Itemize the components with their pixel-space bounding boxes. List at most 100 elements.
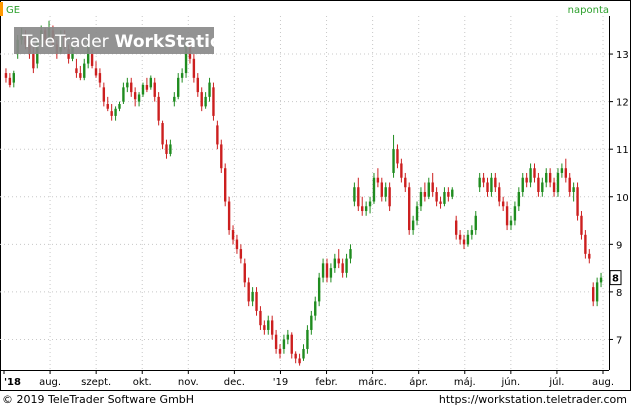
candle-body bbox=[32, 54, 35, 69]
candle-body bbox=[86, 44, 90, 64]
candle-body bbox=[177, 77, 180, 97]
candle-body bbox=[364, 206, 368, 212]
candle-body bbox=[12, 73, 15, 83]
x-tick-label: jún. bbox=[501, 376, 521, 388]
candle-body bbox=[576, 187, 579, 216]
y-axis-ticks: 7 8 9 10 11 12 13 bbox=[609, 50, 629, 346]
candle-body bbox=[380, 182, 384, 197]
candle-body bbox=[90, 54, 94, 66]
candle-body bbox=[208, 82, 211, 97]
candle-body bbox=[79, 73, 82, 78]
candle-body bbox=[165, 144, 168, 154]
candle-body bbox=[592, 287, 595, 302]
x-tick-label: '19 bbox=[273, 377, 288, 388]
candle-body bbox=[376, 177, 380, 183]
x-tick-label: '18 bbox=[4, 377, 21, 388]
candle-body bbox=[423, 192, 427, 197]
candle-body bbox=[541, 182, 544, 192]
candle-body bbox=[161, 123, 164, 145]
x-tick-label: márc. bbox=[358, 376, 386, 388]
symbol-marker bbox=[0, 2, 3, 16]
candle-body bbox=[114, 108, 117, 116]
candle-body bbox=[568, 177, 571, 192]
plot-border bbox=[0, 0, 631, 391]
candle-body bbox=[529, 168, 532, 183]
candle-body bbox=[157, 96, 160, 121]
candle-body bbox=[196, 77, 199, 93]
candle-body bbox=[274, 334, 278, 349]
y-tick-label: 8 bbox=[616, 288, 622, 299]
candle-body bbox=[153, 82, 156, 97]
candle-body bbox=[521, 177, 524, 192]
candle-body bbox=[149, 77, 153, 88]
candle-body bbox=[255, 291, 258, 311]
candle-body bbox=[396, 149, 399, 164]
candle-body bbox=[220, 144, 223, 169]
candle-body bbox=[94, 68, 98, 76]
x-tick-label: aug. bbox=[39, 377, 61, 388]
candle-body bbox=[321, 263, 325, 278]
watermark-prefix: TeleTrader bbox=[21, 32, 109, 52]
candle-body bbox=[200, 92, 203, 107]
candle-body bbox=[290, 334, 293, 354]
symbol-label: GE bbox=[6, 5, 20, 16]
candle-body bbox=[595, 282, 599, 302]
candle-body bbox=[212, 87, 215, 116]
candle-body bbox=[447, 192, 450, 197]
candle-body bbox=[98, 73, 102, 83]
candle-body bbox=[278, 348, 282, 354]
candle-body bbox=[388, 187, 391, 207]
candle-body bbox=[490, 177, 493, 192]
candle-body bbox=[184, 44, 188, 74]
candle-body bbox=[533, 168, 536, 178]
candle-body bbox=[259, 310, 262, 326]
candle-body bbox=[75, 68, 78, 74]
candle-body bbox=[470, 230, 474, 235]
candle-body bbox=[478, 177, 481, 188]
candle-body bbox=[8, 77, 12, 85]
candle-body bbox=[325, 263, 329, 278]
candle-body bbox=[505, 206, 509, 226]
candle-body bbox=[67, 49, 70, 59]
candle-body bbox=[306, 329, 309, 349]
candle-body bbox=[431, 182, 434, 192]
watermark: TeleTrader WorkStation bbox=[14, 27, 234, 54]
x-tick-label: máj. bbox=[454, 376, 476, 388]
candle-body bbox=[548, 172, 552, 183]
y-tick-label: 12 bbox=[616, 98, 629, 109]
candle-body bbox=[180, 73, 184, 78]
candle-body bbox=[133, 92, 137, 100]
candle-body bbox=[517, 192, 521, 207]
candle-body bbox=[353, 187, 356, 202]
candle-body bbox=[310, 315, 313, 330]
candle-body bbox=[427, 182, 430, 197]
candle-body bbox=[118, 104, 121, 109]
candle-body bbox=[494, 177, 497, 188]
x-tick-label: szept. bbox=[81, 377, 111, 388]
candle-body bbox=[141, 84, 145, 95]
candle-body bbox=[247, 282, 250, 302]
candle-body bbox=[267, 320, 270, 330]
candle-body bbox=[263, 325, 266, 330]
candle-body bbox=[106, 104, 109, 109]
candle-body bbox=[251, 291, 254, 302]
candle-body bbox=[411, 220, 415, 231]
candle-body bbox=[486, 182, 489, 192]
x-tick-label: ápr. bbox=[409, 376, 428, 388]
candle-body bbox=[384, 187, 387, 197]
candle-body bbox=[243, 263, 246, 283]
y-tick-label: 9 bbox=[616, 240, 622, 251]
candle-body bbox=[169, 144, 172, 154]
candle-body bbox=[392, 149, 395, 173]
candle-body bbox=[130, 82, 133, 93]
candle-body bbox=[552, 182, 556, 192]
candle-body bbox=[4, 73, 8, 78]
candle-body bbox=[270, 320, 274, 335]
candle-body bbox=[599, 277, 603, 283]
watermark-suffix: WorkStation bbox=[115, 32, 234, 52]
candle-body bbox=[443, 192, 446, 204]
candle-body bbox=[372, 177, 376, 202]
x-tick-label: aug. bbox=[592, 377, 614, 388]
candle-body bbox=[408, 187, 411, 231]
